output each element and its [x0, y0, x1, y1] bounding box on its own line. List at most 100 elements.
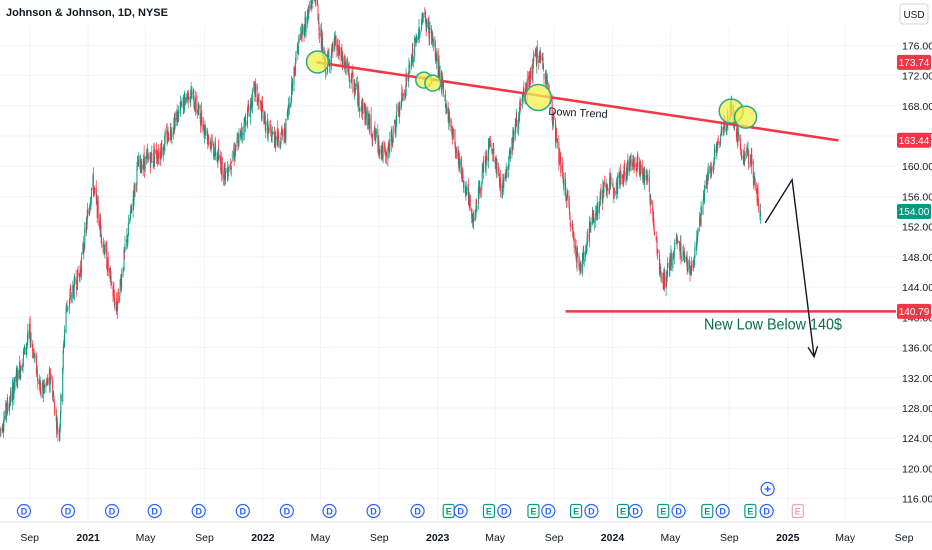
- candle: [312, 0, 314, 4]
- dividend-event[interactable]: D: [628, 503, 643, 519]
- candle-body: [311, 5, 313, 7]
- earnings-letter: E: [486, 506, 492, 516]
- candle: [253, 80, 255, 92]
- candle: [287, 97, 289, 120]
- candle-body: [372, 135, 374, 139]
- time-axis-panel[interactable]: [0, 522, 932, 550]
- candle: [311, 2, 313, 9]
- dividend-event[interactable]: D: [715, 503, 730, 519]
- candle-body: [434, 40, 436, 59]
- dividend-event[interactable]: D: [671, 503, 686, 519]
- candle: [361, 100, 363, 118]
- candle: [268, 120, 270, 134]
- candle: [114, 301, 116, 311]
- dividend-event[interactable]: D: [322, 503, 337, 519]
- dividend-event[interactable]: D: [191, 503, 206, 519]
- candle-body: [751, 154, 753, 164]
- candle: [23, 344, 25, 355]
- candle: [292, 77, 294, 95]
- price-label: 173.74: [897, 54, 931, 70]
- touch-point-highlight[interactable]: [733, 105, 758, 129]
- candle: [620, 172, 622, 185]
- candle-body: [448, 109, 450, 116]
- price-axis-panel[interactable]: [896, 0, 932, 522]
- earnings-event[interactable]: E: [527, 503, 540, 519]
- candle-body: [233, 149, 235, 158]
- candle-body: [339, 46, 341, 54]
- dividend-event[interactable]: D: [497, 503, 512, 519]
- candle-body: [623, 162, 625, 176]
- x-tick-label: May: [310, 532, 331, 544]
- candle-body: [565, 178, 567, 196]
- candle-body: [619, 171, 621, 186]
- dividend-event[interactable]: D: [584, 503, 599, 519]
- dividend-event[interactable]: D: [366, 503, 381, 519]
- candle-body: [667, 263, 669, 272]
- candle: [314, 0, 316, 5]
- candle: [328, 58, 330, 73]
- earnings-event[interactable]: E: [482, 503, 496, 519]
- candle-body: [568, 196, 570, 204]
- candle: [503, 173, 505, 196]
- candle-body: [617, 175, 619, 191]
- touch-point-highlight[interactable]: [524, 83, 553, 112]
- candle-body: [37, 378, 39, 384]
- candle-body: [237, 137, 239, 139]
- candle-body: [102, 243, 104, 245]
- candle-body: [136, 166, 138, 185]
- earnings-event[interactable]: E: [744, 503, 757, 519]
- add-event-button[interactable]: [760, 481, 775, 497]
- candle-body: [168, 133, 170, 142]
- candle: [607, 183, 609, 191]
- earnings-upcoming-event[interactable]: E: [791, 503, 804, 519]
- dividend-event[interactable]: D: [104, 503, 120, 519]
- candle-body: [672, 255, 674, 269]
- candle: [562, 157, 564, 179]
- candle-body: [652, 211, 654, 219]
- candle: [739, 134, 741, 151]
- touch-point-highlight[interactable]: [305, 50, 330, 74]
- dividend-event[interactable]: D: [60, 503, 76, 519]
- currency-button[interactable]: USD: [899, 3, 929, 25]
- candle-body: [560, 156, 562, 173]
- candle-body: [203, 124, 205, 130]
- candle-body: [436, 53, 438, 62]
- candle-body: [26, 344, 28, 347]
- earnings-event[interactable]: E: [616, 503, 630, 519]
- earnings-event[interactable]: E: [569, 503, 583, 519]
- candle-body: [327, 51, 329, 59]
- candle-body: [206, 130, 208, 141]
- dividend-event[interactable]: D: [16, 503, 32, 519]
- projection-arrow[interactable]: [764, 177, 815, 357]
- candle-body: [412, 48, 414, 60]
- candle: [57, 427, 59, 442]
- candle: [372, 130, 374, 137]
- x-tick-label: May: [136, 532, 157, 544]
- candle-body: [569, 221, 571, 227]
- candle: [496, 158, 498, 178]
- earnings-event[interactable]: E: [701, 503, 714, 519]
- earnings-event[interactable]: E: [657, 503, 670, 519]
- candle: [211, 133, 213, 147]
- dividend-event[interactable]: D: [541, 503, 556, 519]
- dividend-event[interactable]: D: [147, 503, 162, 519]
- dividend-event[interactable]: D: [235, 503, 250, 519]
- candle-body: [144, 156, 146, 172]
- candle: [33, 352, 35, 364]
- touch-point-highlight[interactable]: [424, 74, 442, 92]
- candle-body: [578, 263, 580, 271]
- earnings-event[interactable]: E: [442, 503, 455, 519]
- candle: [239, 130, 241, 141]
- candle-body: [416, 36, 418, 42]
- candle-body: [217, 147, 219, 160]
- dividend-event[interactable]: D: [279, 503, 294, 519]
- candle-body: [405, 76, 407, 95]
- candle: [315, 0, 316, 7]
- candle-body: [572, 224, 574, 231]
- dividend-event[interactable]: D: [453, 503, 468, 519]
- candle-body: [234, 148, 236, 155]
- candle-body: [384, 144, 386, 148]
- dividend-event[interactable]: D: [410, 503, 425, 519]
- dividend-event[interactable]: D: [759, 503, 774, 519]
